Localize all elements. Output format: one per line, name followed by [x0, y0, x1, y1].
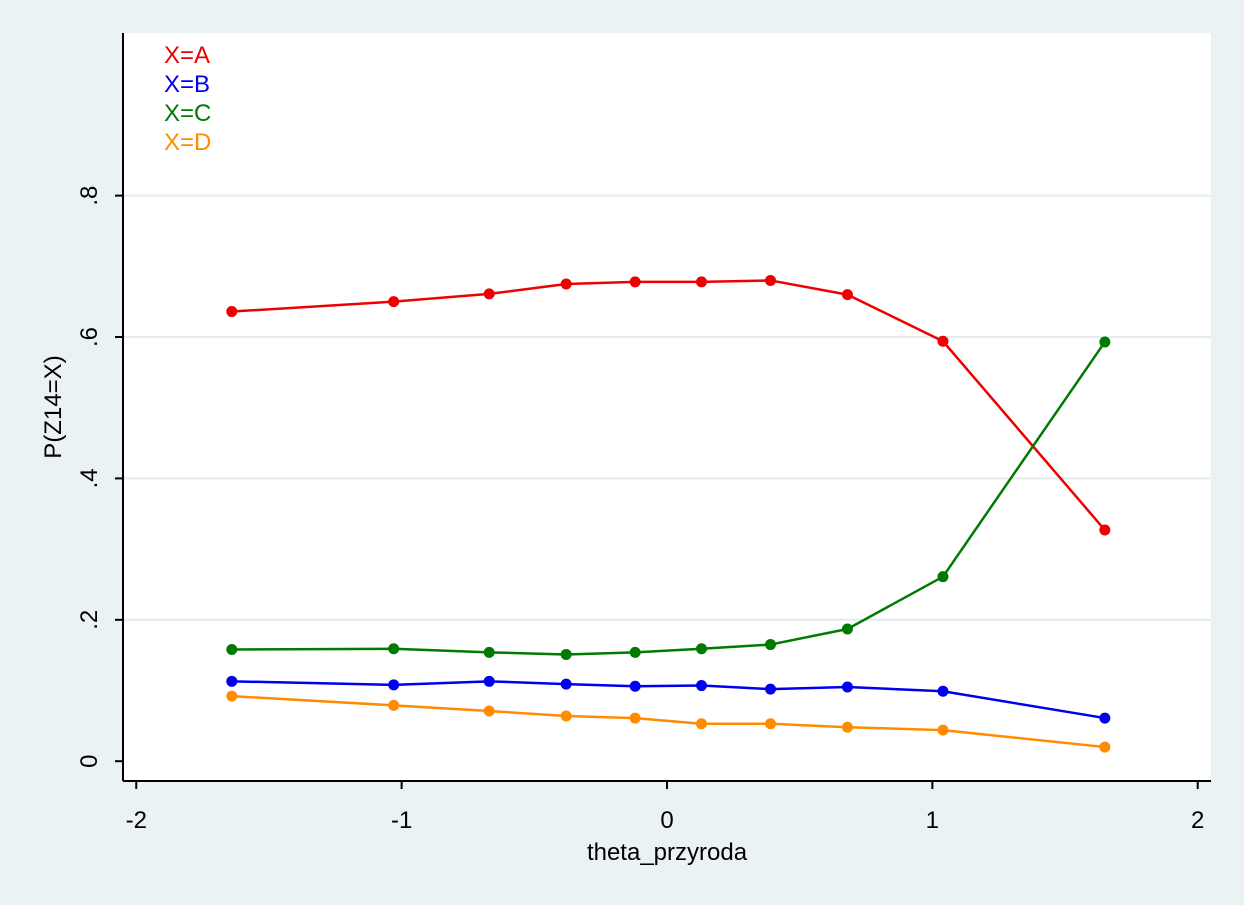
data-point [1099, 741, 1111, 753]
data-point [937, 685, 949, 697]
data-point [388, 679, 400, 691]
data-point [483, 288, 495, 300]
legend: X=AX=BX=CX=D [164, 42, 211, 156]
data-point [629, 646, 641, 658]
data-point [937, 335, 949, 347]
data-point [764, 683, 776, 695]
data-point [937, 724, 949, 736]
series-line [231, 341, 1106, 656]
data-point [560, 278, 572, 290]
data-point [764, 718, 776, 730]
data-point [483, 675, 495, 687]
data-point [226, 306, 238, 318]
y-axis-title: P(Z14=X) [40, 355, 67, 458]
y-tick-label: .6 [76, 327, 103, 347]
series-X=C [226, 336, 1111, 660]
data-point [226, 643, 238, 655]
legend-entry: X=A [164, 42, 210, 69]
data-point [388, 296, 400, 308]
data-point [695, 276, 707, 288]
data-point [841, 681, 853, 693]
x-tick-label: -2 [126, 807, 147, 834]
data-point [841, 721, 853, 733]
data-point [560, 678, 572, 690]
series-X=D [226, 690, 1111, 753]
data-point [483, 646, 495, 658]
x-axis-title: theta_przyroda [587, 839, 748, 866]
data-point [226, 690, 238, 702]
data-point [841, 289, 853, 301]
series-line [231, 694, 1105, 749]
data-point [1099, 336, 1111, 348]
y-tick-label: .4 [76, 468, 103, 488]
data-point [1099, 712, 1111, 724]
y-tick-label: 0 [76, 755, 103, 768]
x-tick-label: 2 [1191, 807, 1204, 834]
data-point [1099, 524, 1111, 536]
data-point [764, 639, 776, 651]
data-point [695, 643, 707, 655]
data-point [483, 705, 495, 717]
series-line [231, 279, 1106, 531]
series-line [231, 680, 1106, 720]
x-tick-label: 1 [926, 807, 939, 834]
grid [123, 194, 1211, 621]
data-point [388, 699, 400, 711]
x-tick-label: -1 [391, 807, 412, 834]
axes: 0 .2 .4 .6 .8 -2 -1 0 1 2 [76, 33, 1211, 834]
data-point [764, 274, 776, 286]
data-point [695, 680, 707, 692]
series-layer [226, 274, 1111, 753]
x-tick-label: 0 [660, 807, 673, 834]
legend-entry: X=C [164, 100, 211, 127]
series-X=B [226, 675, 1111, 724]
data-point [560, 710, 572, 722]
data-point [560, 648, 572, 660]
data-point [695, 718, 707, 730]
data-point [629, 680, 641, 692]
data-point [841, 623, 853, 635]
y-tick-label: .2 [76, 610, 103, 630]
data-point [388, 643, 400, 655]
data-point [629, 712, 641, 724]
data-point [629, 276, 641, 288]
series-X=A [226, 274, 1111, 536]
data-point [226, 675, 238, 687]
y-tick-label: .8 [76, 186, 103, 206]
data-point [937, 571, 949, 583]
legend-entry: X=B [164, 71, 210, 98]
plot-area [123, 33, 1211, 781]
legend-entry: X=D [164, 129, 211, 156]
